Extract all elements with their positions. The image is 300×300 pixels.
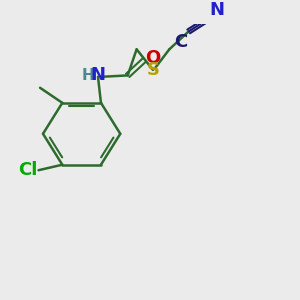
Text: S: S — [146, 61, 160, 79]
Text: H: H — [81, 68, 94, 83]
Text: N: N — [209, 1, 224, 19]
Text: N: N — [91, 66, 106, 84]
Text: C: C — [174, 33, 187, 51]
Text: O: O — [146, 49, 161, 67]
Text: Cl: Cl — [18, 161, 37, 179]
